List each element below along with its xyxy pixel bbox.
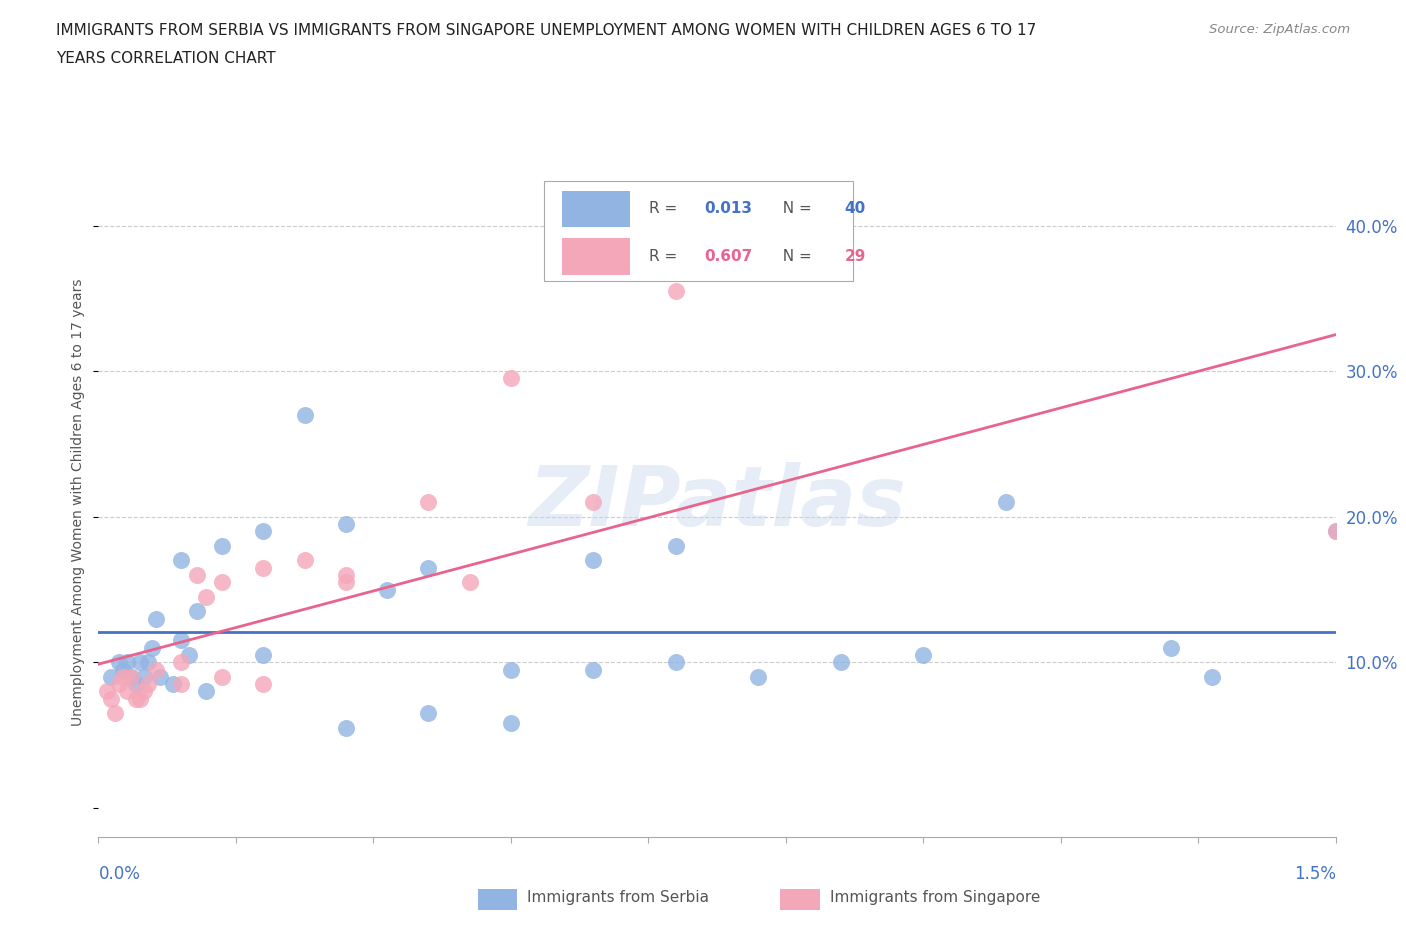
Text: N =: N = bbox=[773, 248, 817, 263]
Text: 29: 29 bbox=[845, 248, 866, 263]
Point bbox=[252, 524, 274, 538]
Point bbox=[294, 407, 316, 422]
Point bbox=[170, 633, 193, 648]
Point bbox=[665, 655, 688, 670]
Point bbox=[100, 670, 122, 684]
Point bbox=[1160, 641, 1182, 656]
FancyBboxPatch shape bbox=[562, 191, 630, 227]
Point bbox=[128, 655, 150, 670]
Point bbox=[128, 691, 150, 706]
Point bbox=[112, 662, 135, 677]
Point bbox=[117, 684, 139, 698]
Text: 1.5%: 1.5% bbox=[1294, 865, 1336, 883]
Point bbox=[112, 670, 135, 684]
Text: Immigrants from Singapore: Immigrants from Singapore bbox=[830, 890, 1040, 905]
Text: 40: 40 bbox=[845, 202, 866, 217]
Point bbox=[994, 495, 1017, 510]
Point bbox=[912, 647, 935, 662]
Point bbox=[499, 662, 522, 677]
Point bbox=[179, 647, 201, 662]
Point bbox=[162, 677, 184, 692]
Point bbox=[194, 684, 217, 698]
Point bbox=[418, 706, 440, 721]
Text: Immigrants from Serbia: Immigrants from Serbia bbox=[527, 890, 709, 905]
Point bbox=[252, 647, 274, 662]
Point bbox=[665, 538, 688, 553]
Text: N =: N = bbox=[773, 202, 817, 217]
Text: ZIPatlas: ZIPatlas bbox=[529, 461, 905, 543]
Point bbox=[582, 495, 605, 510]
Point bbox=[145, 662, 167, 677]
Point bbox=[108, 677, 131, 692]
Text: R =: R = bbox=[650, 202, 682, 217]
Point bbox=[124, 691, 146, 706]
Point bbox=[335, 575, 357, 590]
Point bbox=[582, 553, 605, 568]
Point bbox=[211, 575, 233, 590]
Point bbox=[1324, 524, 1347, 538]
Point bbox=[136, 677, 159, 692]
Point bbox=[132, 684, 155, 698]
Point bbox=[120, 670, 142, 684]
FancyBboxPatch shape bbox=[562, 238, 630, 274]
Point bbox=[120, 670, 142, 684]
Point bbox=[100, 691, 122, 706]
Point bbox=[252, 677, 274, 692]
Point bbox=[499, 371, 522, 386]
Point bbox=[104, 706, 127, 721]
Point bbox=[170, 655, 193, 670]
Point bbox=[149, 670, 172, 684]
Point bbox=[747, 670, 769, 684]
Point bbox=[132, 670, 155, 684]
Point bbox=[335, 516, 357, 531]
Point bbox=[136, 655, 159, 670]
Point bbox=[186, 567, 208, 582]
Point bbox=[170, 553, 193, 568]
Point bbox=[124, 677, 146, 692]
Text: 0.607: 0.607 bbox=[704, 248, 754, 263]
Point bbox=[108, 655, 131, 670]
Point bbox=[170, 677, 193, 692]
Point bbox=[117, 655, 139, 670]
Point bbox=[1201, 670, 1223, 684]
Text: Source: ZipAtlas.com: Source: ZipAtlas.com bbox=[1209, 23, 1350, 36]
Text: YEARS CORRELATION CHART: YEARS CORRELATION CHART bbox=[56, 51, 276, 66]
Point bbox=[186, 604, 208, 618]
Point bbox=[375, 582, 398, 597]
Point bbox=[418, 560, 440, 575]
Point bbox=[141, 641, 163, 656]
Point bbox=[418, 495, 440, 510]
Point bbox=[294, 553, 316, 568]
Text: 0.013: 0.013 bbox=[704, 202, 752, 217]
Point bbox=[335, 721, 357, 736]
Point bbox=[252, 560, 274, 575]
Point bbox=[1324, 524, 1347, 538]
Point bbox=[458, 575, 481, 590]
Point bbox=[211, 538, 233, 553]
Point bbox=[211, 670, 233, 684]
Point bbox=[665, 284, 688, 299]
Point bbox=[335, 567, 357, 582]
Point bbox=[145, 611, 167, 626]
Text: IMMIGRANTS FROM SERBIA VS IMMIGRANTS FROM SINGAPORE UNEMPLOYMENT AMONG WOMEN WIT: IMMIGRANTS FROM SERBIA VS IMMIGRANTS FRO… bbox=[56, 23, 1036, 38]
Point bbox=[830, 655, 852, 670]
Point bbox=[96, 684, 118, 698]
Text: 0.0%: 0.0% bbox=[98, 865, 141, 883]
Point bbox=[499, 716, 522, 731]
Point bbox=[194, 590, 217, 604]
Point bbox=[582, 662, 605, 677]
Y-axis label: Unemployment Among Women with Children Ages 6 to 17 years: Unemployment Among Women with Children A… bbox=[72, 278, 86, 726]
FancyBboxPatch shape bbox=[544, 180, 853, 281]
Text: R =: R = bbox=[650, 248, 682, 263]
